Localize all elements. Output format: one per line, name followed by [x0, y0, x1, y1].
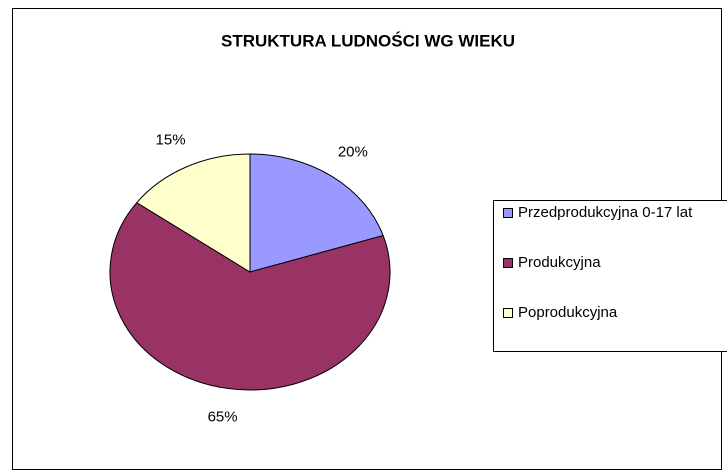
pie-slice — [249, 153, 384, 273]
data-label: 20% — [338, 144, 368, 161]
legend-label: Poprodukcyjna — [518, 304, 618, 321]
legend-box — [493, 200, 727, 352]
legend-label: Produkcyjna — [518, 254, 601, 271]
pie-slice — [135, 153, 251, 273]
chart-title: STRUKTURA LUDNOŚCI WG WIEKU — [221, 31, 515, 50]
data-label: 15% — [156, 132, 186, 149]
legend-swatch — [503, 208, 513, 218]
legend-swatch — [503, 308, 513, 318]
pie-slice — [109, 201, 391, 391]
legend-swatch — [503, 258, 513, 268]
legend-label: Przedprodukcyjna 0-17 lat — [518, 204, 693, 221]
data-label: 65% — [208, 409, 238, 426]
